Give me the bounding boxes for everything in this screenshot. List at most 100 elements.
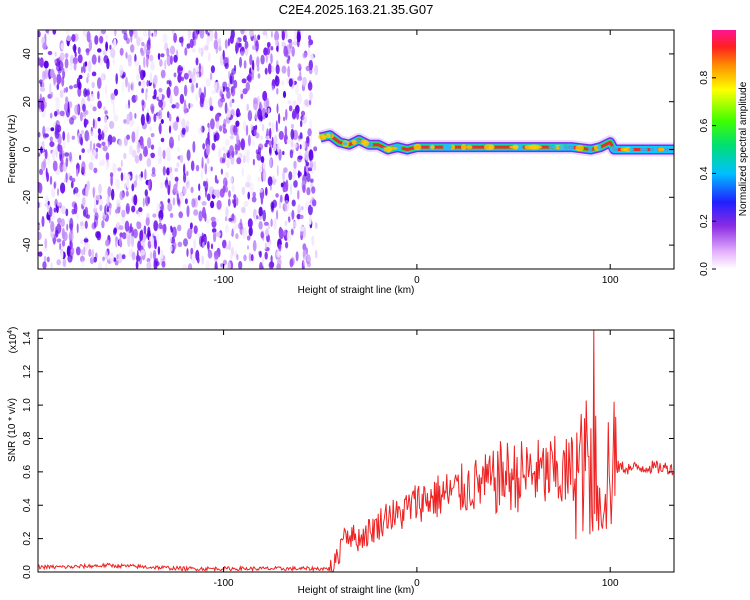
noise-blob: [213, 39, 218, 50]
noise-blob: [81, 161, 86, 173]
noise-blob: [206, 240, 210, 250]
noise-blob: [189, 38, 194, 49]
noise-blob: [207, 35, 212, 41]
track-speckle: [558, 144, 568, 150]
noise-blob: [104, 250, 109, 261]
noise-blob: [295, 251, 299, 262]
noise-blob: [127, 235, 131, 248]
noise-blob: [292, 108, 297, 119]
noise-blob: [204, 212, 207, 222]
noise-blob: [60, 42, 65, 51]
noise-blob: [38, 231, 42, 240]
noise-blob: [272, 142, 277, 152]
noise-blob: [179, 93, 185, 105]
noise-blob: [214, 261, 218, 269]
noise-blob: [184, 99, 186, 110]
noise-blob: [264, 251, 268, 260]
noise-blob: [314, 222, 318, 229]
noise-blob: [62, 140, 66, 149]
noise-blob: [140, 142, 145, 150]
noise-blob: [170, 225, 173, 231]
noise-blob: [54, 110, 58, 117]
noise-blob: [228, 70, 231, 80]
noise-blob: [235, 120, 240, 127]
noise-blob: [297, 155, 303, 160]
noise-blob: [228, 82, 231, 88]
noise-blob: [105, 159, 110, 171]
noise-blob: [133, 228, 138, 239]
noise-blob: [59, 242, 62, 251]
noise-blob: [264, 242, 267, 250]
noise-blob: [153, 113, 157, 123]
noise-blob: [175, 102, 180, 109]
noise-blob: [238, 152, 243, 159]
noise-blob: [289, 38, 293, 49]
noise-blob: [154, 239, 157, 250]
noise-blob: [128, 226, 132, 234]
noise-blob: [69, 62, 73, 71]
noise-blob: [39, 141, 42, 146]
track-speckle: [517, 144, 523, 150]
noise-blob: [97, 117, 101, 122]
noise-blob: [85, 109, 89, 116]
noise-blob: [236, 133, 240, 146]
noise-blob: [297, 76, 303, 81]
noise-blob: [267, 107, 270, 114]
noise-blob: [248, 30, 254, 37]
noise-blob: [249, 54, 253, 66]
noise-blob: [63, 66, 69, 73]
noise-blob: [107, 141, 110, 148]
noise-blob: [155, 233, 160, 244]
snr-series-line: [38, 330, 674, 572]
noise-blob: [63, 88, 66, 93]
noise-blob: [257, 73, 261, 79]
noise-blob: [43, 255, 47, 262]
noise-blob: [252, 240, 257, 252]
noise-blob: [248, 252, 252, 262]
noise-blob: [97, 48, 102, 53]
noise-blob: [205, 30, 208, 35]
noise-blob: [41, 215, 45, 228]
noise-blob: [119, 232, 123, 238]
noise-blob: [81, 129, 84, 135]
noise-blob: [182, 263, 188, 269]
noise-blob: [80, 249, 84, 256]
noise-blob: [230, 85, 236, 97]
noise-blob: [300, 120, 303, 128]
noise-blob: [273, 218, 277, 230]
noise-blob: [167, 198, 171, 204]
noise-blob: [206, 157, 210, 165]
noise-blob: [103, 106, 106, 111]
noise-blob: [266, 41, 271, 48]
track-speckle: [351, 139, 357, 145]
noise-blob: [85, 242, 91, 250]
noise-blob: [142, 197, 145, 208]
y-tick-label: 40: [22, 48, 33, 60]
chart-title: C2E4.2025.163.21.35.G07: [279, 2, 434, 17]
noise-blob: [167, 111, 170, 119]
noise-blob: [113, 88, 119, 96]
colorbar: 0.0 0.2 0.4 0.6 0.8 Normalized spectral ampl…: [699, 30, 749, 276]
noise-blob: [231, 184, 235, 193]
noise-blob: [220, 97, 226, 103]
noise-blob: [105, 41, 108, 52]
noise-blob: [128, 249, 132, 258]
noise-blob: [111, 136, 117, 143]
noise-blob: [44, 149, 48, 160]
noise-blob: [147, 179, 151, 190]
noise-blob: [101, 220, 105, 229]
noise-blob: [74, 104, 79, 115]
noise-blob: [97, 133, 102, 141]
y-tick-label: 0.0: [22, 565, 33, 579]
noise-blob: [290, 128, 295, 140]
noise-blob: [261, 123, 265, 132]
noise-blob: [61, 205, 66, 215]
noise-blob: [302, 141, 306, 150]
noise-blob: [105, 34, 109, 42]
x-tick-label: 0: [414, 275, 420, 286]
y-tick-label: 1.2: [22, 364, 33, 378]
noise-blob: [52, 150, 55, 159]
noise-blob: [69, 175, 73, 181]
noise-blob: [69, 233, 73, 241]
noise-blob: [292, 174, 296, 182]
